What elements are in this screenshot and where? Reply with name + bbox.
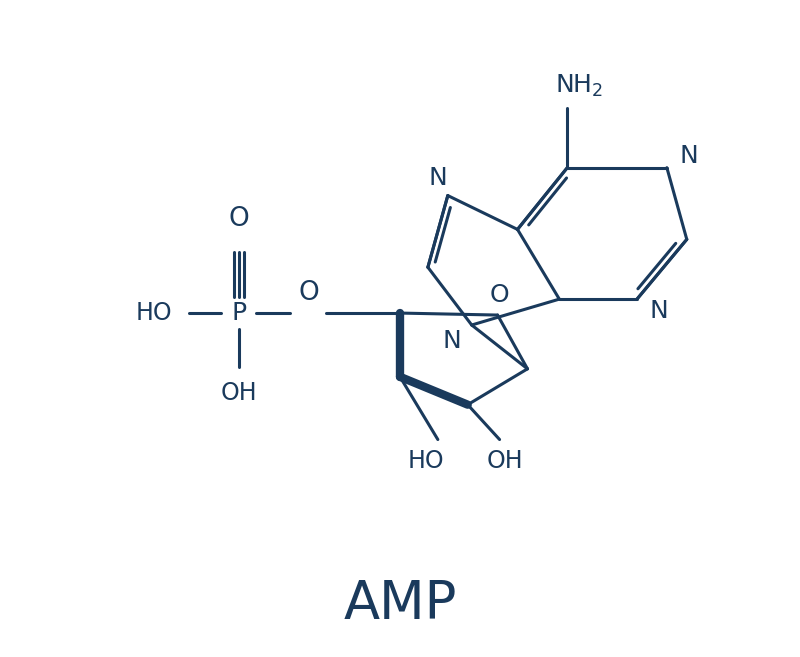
Text: AMP: AMP — [343, 578, 457, 630]
Text: HO: HO — [136, 301, 172, 325]
Text: OH: OH — [220, 380, 257, 405]
Text: O: O — [490, 283, 510, 307]
Text: P: P — [231, 301, 246, 325]
Text: HO: HO — [407, 449, 444, 474]
Text: N: N — [442, 329, 461, 353]
Text: N: N — [429, 166, 447, 190]
Text: O: O — [298, 280, 318, 306]
Text: N: N — [679, 144, 698, 168]
Text: N: N — [650, 299, 668, 323]
Text: O: O — [228, 206, 249, 233]
Text: OH: OH — [486, 449, 523, 474]
Text: NH$_2$: NH$_2$ — [555, 73, 603, 99]
